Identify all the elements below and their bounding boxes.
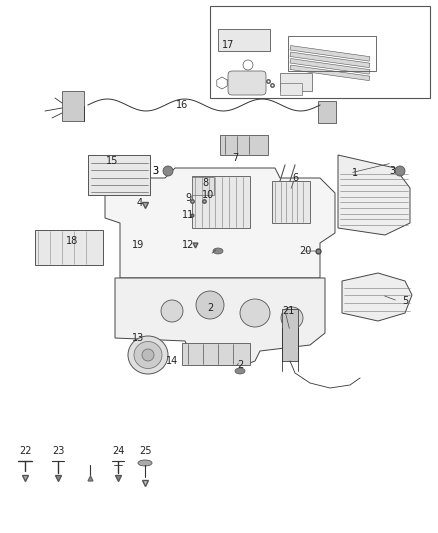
Text: 3: 3: [152, 166, 158, 176]
Text: 13: 13: [132, 333, 144, 343]
Text: 22: 22: [19, 446, 31, 456]
Polygon shape: [342, 273, 412, 321]
Ellipse shape: [134, 342, 162, 368]
Ellipse shape: [196, 291, 224, 319]
Text: 16: 16: [176, 100, 188, 110]
Text: 20: 20: [299, 246, 311, 256]
Ellipse shape: [395, 166, 405, 176]
Text: 15: 15: [106, 156, 118, 166]
Text: 21: 21: [282, 306, 294, 316]
Bar: [88, 155, 150, 195]
Text: 17: 17: [222, 40, 234, 50]
Ellipse shape: [240, 299, 270, 327]
Bar: [192, 176, 250, 228]
Bar: [182, 343, 250, 365]
Ellipse shape: [128, 336, 168, 374]
Bar: [288, 36, 376, 71]
Text: 6: 6: [292, 173, 298, 183]
Polygon shape: [105, 168, 335, 278]
Text: 5: 5: [402, 296, 408, 306]
Text: 2: 2: [207, 303, 213, 313]
Text: 25: 25: [139, 446, 151, 456]
Text: 14: 14: [166, 356, 178, 366]
Text: 7: 7: [232, 153, 238, 163]
Ellipse shape: [161, 300, 183, 322]
Bar: [290, 59, 370, 74]
Text: 12: 12: [182, 240, 194, 250]
Bar: [280, 83, 302, 95]
Text: 2: 2: [237, 360, 243, 370]
Text: 23: 23: [52, 446, 64, 456]
FancyBboxPatch shape: [228, 71, 266, 95]
Text: 3: 3: [152, 166, 158, 176]
Text: 1: 1: [352, 168, 358, 178]
Bar: [272, 181, 310, 223]
Bar: [290, 45, 370, 61]
Bar: [192, 177, 214, 195]
Ellipse shape: [138, 460, 152, 466]
Ellipse shape: [235, 368, 245, 374]
Ellipse shape: [142, 349, 154, 361]
Bar: [282, 309, 298, 361]
Polygon shape: [338, 155, 410, 235]
Ellipse shape: [281, 307, 303, 329]
Bar: [290, 65, 370, 80]
Bar: [210, 6, 430, 98]
Bar: [290, 52, 370, 68]
Ellipse shape: [213, 248, 223, 254]
Bar: [62, 91, 84, 121]
Polygon shape: [115, 278, 325, 365]
Text: 24: 24: [112, 446, 124, 456]
Text: 19: 19: [132, 240, 144, 250]
Bar: [280, 73, 312, 91]
Bar: [318, 101, 336, 123]
Bar: [220, 135, 268, 155]
Ellipse shape: [163, 166, 173, 176]
Text: 8: 8: [202, 178, 208, 188]
Text: 18: 18: [66, 236, 78, 246]
Text: 9: 9: [185, 193, 191, 203]
Text: 3: 3: [389, 166, 395, 176]
Bar: [218, 29, 270, 51]
Bar: [35, 230, 103, 265]
Text: 11: 11: [182, 210, 194, 220]
Text: 10: 10: [202, 190, 214, 200]
Text: 4: 4: [137, 198, 143, 208]
